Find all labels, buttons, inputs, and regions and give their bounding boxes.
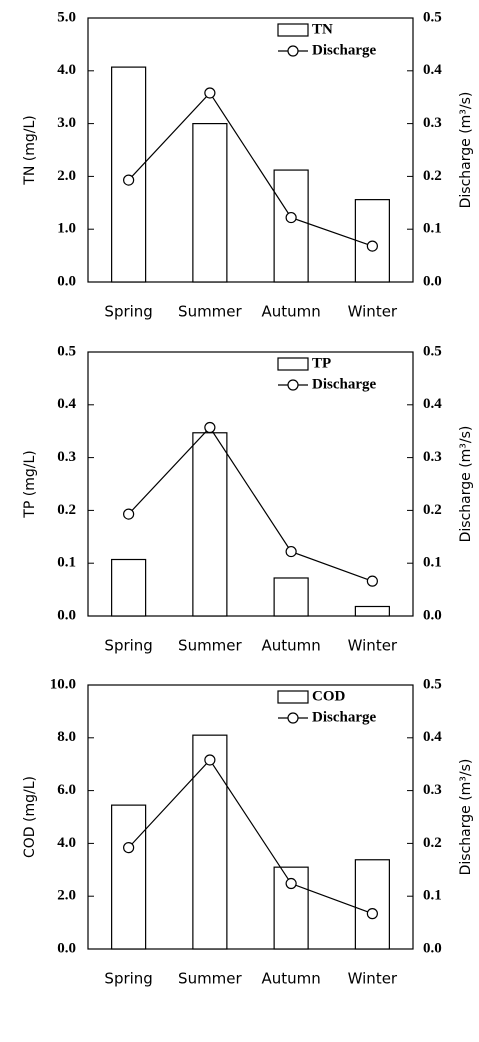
legend-label: Discharge — [312, 42, 376, 58]
legend-label: Discharge — [312, 376, 376, 392]
y2-tick-label: 0.0 — [423, 607, 442, 623]
y-tick-label: 0.0 — [57, 273, 76, 289]
x-tick-label: Summer — [178, 637, 242, 655]
y-axis-label: TN (mg/L) — [22, 115, 38, 185]
x-tick-label: Winter — [348, 637, 398, 655]
bar — [111, 558, 147, 617]
y2-tick-label: 0.4 — [423, 729, 442, 745]
bar — [111, 804, 147, 950]
line-marker — [123, 174, 135, 186]
y2-tick-label: 0.5 — [423, 343, 442, 359]
y2-tick-label: 0.1 — [423, 888, 442, 904]
y-tick-label: 0.2 — [57, 502, 76, 518]
y2-axis-label: Discharge (m³/s) — [458, 92, 474, 209]
x-tick-label: Summer — [178, 303, 242, 321]
x-tick-label: Winter — [348, 970, 398, 988]
line-marker — [366, 575, 378, 587]
y-tick-label: 5.0 — [57, 9, 76, 25]
line — [128, 759, 373, 915]
y-tick-label: 1.0 — [57, 221, 76, 237]
plot-frame — [87, 17, 414, 283]
y-tick-label: 0.5 — [57, 343, 76, 359]
y2-tick-label: 0.4 — [423, 396, 442, 412]
line-marker — [285, 211, 297, 224]
y-tick-label: 6.0 — [57, 782, 76, 798]
y2-tick-label: 0.0 — [423, 273, 442, 289]
bar — [354, 199, 390, 283]
line-marker — [204, 87, 216, 99]
y-tick-label: 0.0 — [57, 607, 76, 623]
legend-swatch — [277, 690, 309, 704]
legend-label: TN — [312, 21, 333, 37]
y-tick-label: 0.3 — [57, 449, 76, 465]
line — [128, 92, 373, 247]
line-marker — [285, 545, 297, 558]
legend-label: Discharge — [312, 709, 376, 725]
bar — [273, 577, 309, 617]
x-tick-label: Summer — [178, 970, 242, 988]
y2-tick-label: 0.1 — [423, 555, 442, 571]
legend-marker — [287, 45, 299, 57]
y2-tick-label: 0.3 — [423, 115, 442, 131]
y-axis-label: TP (mg/L) — [22, 450, 38, 518]
x-tick-label: Autumn — [261, 303, 320, 321]
y2-tick-label: 0.2 — [423, 502, 442, 518]
legend-marker — [287, 712, 299, 724]
line-marker — [285, 877, 297, 890]
line-marker — [123, 508, 135, 520]
chart: 0.0 1.0 2.0 3.0 4.0 5.0 0.0 0.1 0.2 0.3 0.4 0.5 TN (… — [22, 9, 474, 320]
bar — [192, 122, 228, 283]
bar — [192, 432, 228, 617]
x-tick-label: Spring — [104, 970, 152, 988]
plot-frame — [87, 351, 414, 617]
legend-marker — [287, 379, 299, 391]
y-tick-label: 0.1 — [57, 555, 76, 571]
x-tick-label: Spring — [104, 637, 152, 655]
bar — [273, 169, 309, 283]
y2-tick-label: 0.1 — [423, 221, 442, 237]
x-tick-label: Winter — [348, 303, 398, 321]
bar — [354, 859, 390, 950]
x-tick-label: Spring — [104, 303, 152, 321]
y2-axis-label: Discharge (m³/s) — [458, 426, 474, 543]
line-marker — [366, 240, 378, 252]
line-marker — [204, 754, 216, 766]
legend-swatch — [277, 357, 309, 371]
y-tick-label: 4.0 — [57, 835, 76, 851]
y-tick-label: 0.4 — [57, 396, 76, 412]
y2-tick-label: 0.0 — [423, 940, 442, 956]
line-marker — [366, 908, 378, 920]
y-tick-label: 0.0 — [57, 940, 76, 956]
chart: 0.0 0.1 0.2 0.3 0.4 0.5 0.0 0.1 0.2 0.3 0.4 0.5 TP (… — [22, 343, 474, 654]
x-tick-label: Autumn — [261, 970, 320, 988]
y2-tick-label: 0.2 — [423, 168, 442, 184]
legend-label: TP — [312, 355, 331, 371]
y-tick-label: 2.0 — [57, 888, 76, 904]
y2-tick-label: 0.5 — [423, 676, 442, 692]
y2-tick-label: 0.2 — [423, 835, 442, 851]
y-tick-label: 8.0 — [57, 729, 76, 745]
y-tick-label: 2.0 — [57, 168, 76, 184]
y2-tick-label: 0.4 — [423, 62, 442, 78]
x-tick-label: Autumn — [261, 637, 320, 655]
bar — [354, 605, 390, 617]
y-axis-label: COD (mg/L) — [22, 776, 38, 858]
y-tick-label: 10.0 — [50, 676, 76, 692]
y-tick-label: 3.0 — [57, 115, 76, 131]
y2-tick-label: 0.3 — [423, 449, 442, 465]
y2-axis-label: Discharge (m³/s) — [458, 759, 474, 876]
y2-tick-label: 0.3 — [423, 782, 442, 798]
y2-tick-label: 0.5 — [423, 9, 442, 25]
line-marker — [204, 421, 216, 434]
y-tick-label: 4.0 — [57, 62, 76, 78]
legend-label: COD — [312, 688, 346, 704]
line-marker — [123, 842, 135, 854]
chart: 0.0 2.0 4.0 6.0 8.0 10.0 0.0 0.1 0.2 0.3 0.4 0.5 COD… — [22, 676, 474, 987]
bar — [192, 734, 228, 950]
plot-frame — [87, 684, 414, 950]
line — [128, 426, 373, 582]
legend-swatch — [277, 23, 309, 37]
